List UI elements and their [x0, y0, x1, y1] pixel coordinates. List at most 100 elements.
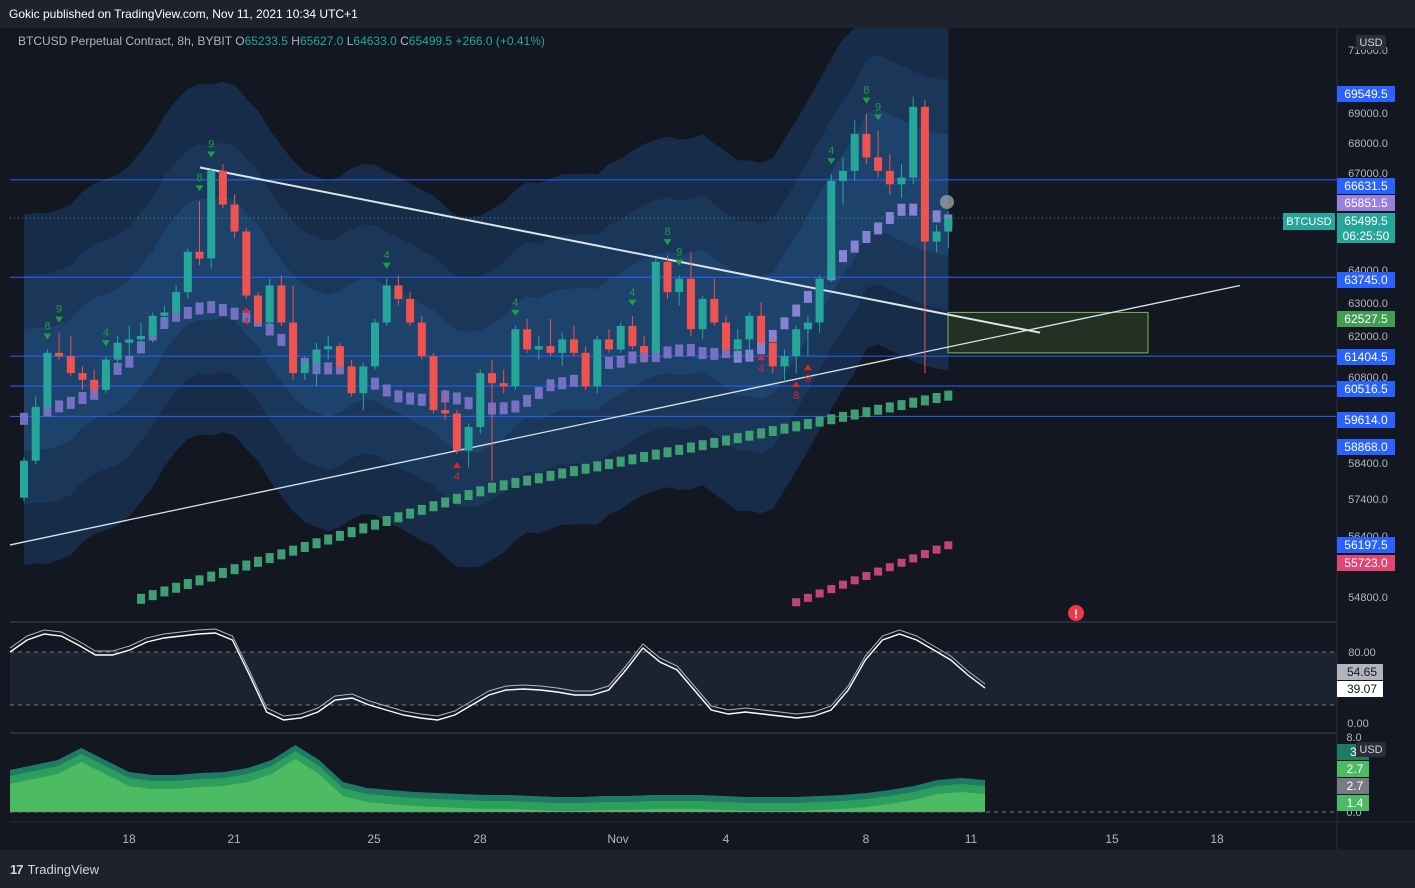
- price-label-bg: [1337, 86, 1395, 102]
- seq-count-label: 8: [196, 172, 202, 184]
- price-label-bg: [1337, 381, 1395, 397]
- slow-ma-block: [558, 468, 567, 479]
- candle-body: [616, 325, 625, 350]
- seq-down-arrow: [675, 259, 684, 266]
- lower-value-bg: [1337, 795, 1369, 811]
- price-label: 58868.0: [1344, 440, 1388, 454]
- candle-body: [944, 218, 953, 232]
- candle-body: [101, 359, 110, 390]
- slow-ma-block: [347, 527, 356, 538]
- candle-body: [768, 342, 777, 367]
- candle-body: [803, 322, 812, 330]
- fast-ma-block: [464, 397, 473, 410]
- tradingview-logo[interactable]: 17 TradingView: [10, 862, 99, 877]
- fast-ma-block: [511, 400, 520, 413]
- oscillator-pane: [9, 621, 1415, 734]
- lower-value-label: 3.: [1350, 745, 1360, 759]
- seq-count-label: 4: [454, 471, 460, 483]
- time-tick-label: Nov: [607, 832, 628, 846]
- seq-down-arrow: [382, 262, 391, 269]
- slow-ma-block: [511, 477, 520, 488]
- low-value: 64633.0: [353, 34, 397, 48]
- slow-ma-block: [172, 582, 181, 593]
- slow-ma-block: [909, 397, 918, 408]
- symbol-name: BTCUSD Perpetual Contract, 8h, BYBIT: [18, 34, 232, 48]
- seq-count-label: 4: [384, 250, 390, 262]
- fast-ma-block: [757, 342, 766, 355]
- candle-body: [300, 362, 309, 374]
- price-tick-label: 54800.0: [1348, 592, 1388, 604]
- distant-ma-block: [803, 593, 812, 602]
- price-label: 56197.5: [1344, 538, 1388, 552]
- distant-ma-block: [850, 576, 859, 585]
- candle-body: [183, 251, 192, 293]
- slow-ma-block: [874, 404, 883, 415]
- time-axis: 18 21 25 28 Nov 4 8 11 15 18: [10, 821, 1415, 846]
- slow-ma-block: [850, 409, 859, 420]
- fast-ma-block: [569, 374, 578, 387]
- slow-ma-block: [406, 508, 415, 519]
- tv-logo-icon: 17: [10, 862, 24, 877]
- seq-down-arrow: [663, 239, 672, 246]
- price-tick-label: 68000.0: [1348, 138, 1388, 150]
- open-value: 65233.5: [244, 34, 288, 48]
- candle-body: [839, 170, 847, 181]
- fast-ma-block: [792, 304, 801, 317]
- candle-body: [394, 285, 403, 299]
- slow-ma-block: [827, 414, 836, 425]
- price-label: 66631.5: [1344, 179, 1388, 193]
- candle-body: [230, 204, 239, 232]
- time-tick-label: 21: [227, 832, 241, 846]
- candle-body: [464, 426, 473, 451]
- candle-body: [125, 339, 134, 343]
- slow-ma-block: [300, 541, 309, 552]
- fast-ma-block: [686, 343, 695, 356]
- price-label-bg: [1337, 195, 1395, 211]
- candle-body: [745, 315, 754, 340]
- price-label-bg: [1337, 178, 1395, 194]
- osc-value-bg: [1337, 664, 1383, 680]
- slow-ma-block: [897, 400, 906, 411]
- oscillator-slow-line: [9, 628, 986, 717]
- candle-body: [815, 278, 824, 323]
- seq-count-label: 9: [805, 373, 811, 385]
- footer-bar: [0, 850, 1415, 888]
- seq-count-label: 8: [664, 226, 670, 238]
- seq-count-label: 4: [828, 145, 834, 157]
- slow-ma-block: [137, 593, 145, 604]
- slow-ma-block: [488, 482, 496, 493]
- price-label: 60516.5: [1344, 382, 1388, 396]
- candle-body: [628, 325, 637, 347]
- distant-ma-block: [920, 550, 929, 559]
- candle-body: [920, 106, 929, 242]
- candle-body: [55, 352, 64, 357]
- fast-ma-block: [242, 310, 251, 323]
- ticker-label: BTCUSD: [1286, 216, 1331, 228]
- lower-currency-label: USD: [1359, 744, 1382, 756]
- seq-down-arrow: [55, 316, 64, 323]
- fast-ma-block: [780, 317, 789, 330]
- seq-count-label: 8: [44, 320, 50, 332]
- candle-body: [20, 460, 28, 498]
- fast-ma-block: [125, 355, 134, 368]
- price-label-bg: [1337, 537, 1395, 553]
- candle-body: [827, 180, 836, 279]
- slow-ma-block: [452, 493, 461, 504]
- candle-body: [757, 315, 766, 343]
- slow-ma-block: [371, 519, 379, 530]
- fast-ma-block: [452, 392, 461, 405]
- candle-body: [406, 298, 415, 323]
- price-label: 65851.5: [1344, 196, 1388, 210]
- seq-down-arrow: [827, 158, 836, 165]
- volatility-bands: [24, 28, 949, 568]
- lower-currency-badge: [1356, 742, 1386, 757]
- candle-body: [359, 366, 368, 394]
- candle-body: [733, 339, 742, 350]
- slow-ma-block: [277, 549, 286, 560]
- slow-ma-block: [476, 486, 485, 497]
- price-tick-label: 67000.0: [1348, 168, 1388, 180]
- slow-ma-block: [230, 564, 239, 575]
- candle-body: [277, 285, 286, 323]
